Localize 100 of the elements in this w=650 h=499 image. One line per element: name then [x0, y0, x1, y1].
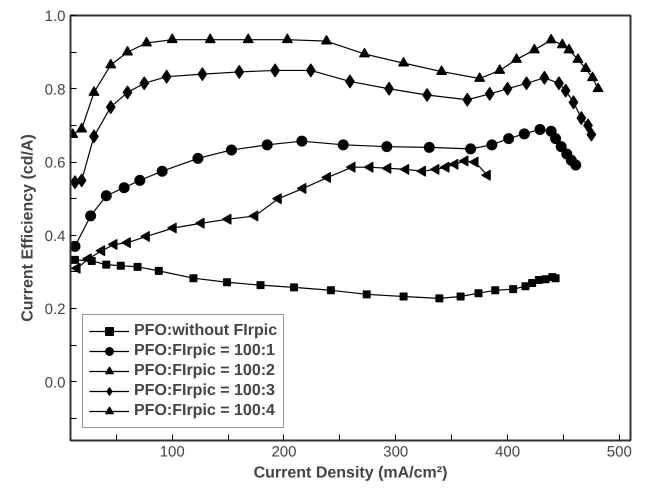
- point: [510, 53, 522, 63]
- legend-label: PFO:FIrpic = 100:2: [134, 362, 275, 380]
- point: [440, 162, 450, 173]
- legend-label: PFO:FIrpic = 100:1: [134, 342, 275, 360]
- point: [586, 72, 598, 82]
- point: [546, 34, 557, 44]
- point: [346, 162, 356, 173]
- point: [592, 82, 604, 92]
- point: [448, 158, 458, 170]
- point: [76, 173, 87, 188]
- point: [430, 164, 440, 175]
- y-tick-label: 0.0: [44, 374, 66, 392]
- point: [338, 139, 349, 150]
- point: [456, 292, 465, 301]
- point: [296, 136, 308, 147]
- point: [122, 46, 134, 56]
- x-tick-label: 100: [160, 444, 185, 460]
- point: [272, 193, 282, 204]
- point: [192, 152, 204, 164]
- point: [256, 281, 265, 290]
- point: [156, 166, 168, 177]
- point: [458, 155, 468, 166]
- point: [248, 210, 258, 222]
- point: [552, 274, 560, 282]
- point: [468, 156, 479, 168]
- point: [580, 62, 592, 72]
- point: [222, 278, 231, 286]
- point: [134, 174, 146, 186]
- point: [570, 159, 582, 170]
- point: [306, 63, 316, 78]
- legend-label: PFO:FIrpic = 100:3: [134, 382, 275, 400]
- point: [76, 122, 88, 132]
- point: [234, 64, 244, 79]
- point: [560, 84, 571, 98]
- point: [462, 92, 472, 107]
- point: [400, 292, 408, 301]
- point: [509, 285, 518, 294]
- point: [362, 290, 371, 298]
- point: [262, 139, 273, 150]
- point: [564, 44, 575, 54]
- point: [542, 275, 550, 284]
- point: [102, 260, 110, 269]
- point: [105, 58, 116, 68]
- point: [576, 111, 586, 126]
- point: [556, 141, 567, 152]
- point: [166, 33, 178, 44]
- point: [572, 53, 584, 63]
- point: [436, 65, 448, 75]
- point: [491, 286, 500, 294]
- point: [106, 100, 116, 114]
- point: [121, 237, 131, 248]
- point: [118, 182, 130, 194]
- point: [474, 72, 486, 82]
- y-tick-label: 1.0: [44, 8, 66, 25]
- point: [528, 278, 536, 287]
- y-tick-label: 0.4: [44, 228, 66, 245]
- point: [204, 33, 216, 44]
- point: [435, 294, 444, 302]
- point: [416, 166, 426, 177]
- point: [108, 238, 118, 250]
- point: [424, 142, 435, 153]
- point: [70, 256, 79, 264]
- point: [398, 56, 410, 67]
- point: [382, 162, 392, 174]
- point: [321, 172, 331, 183]
- point: [556, 38, 568, 48]
- point: [400, 164, 410, 175]
- point: [518, 128, 530, 140]
- point: [116, 262, 125, 270]
- point: [189, 274, 198, 282]
- x-tick-label: 200: [271, 444, 297, 460]
- point: [465, 143, 476, 154]
- point: [154, 266, 163, 275]
- point: [296, 182, 306, 194]
- point: [534, 124, 546, 135]
- point: [474, 289, 482, 298]
- legend-label: PFO:without FIrpic: [134, 322, 278, 340]
- point: [141, 36, 152, 46]
- point: [226, 144, 237, 156]
- point: [550, 133, 562, 144]
- point: [326, 286, 335, 294]
- point: [222, 214, 232, 225]
- point: [494, 64, 506, 74]
- point: [358, 48, 370, 58]
- x-tick-label: 400: [495, 444, 520, 460]
- point: [167, 222, 177, 234]
- point: [134, 262, 142, 271]
- point: [528, 44, 540, 54]
- point: [70, 240, 80, 252]
- point: [282, 33, 293, 44]
- point: [521, 282, 530, 290]
- point: [481, 170, 491, 181]
- point: [364, 162, 374, 173]
- point: [381, 141, 392, 152]
- point: [242, 33, 254, 44]
- point: [486, 139, 498, 150]
- point: [100, 190, 112, 202]
- legend-label: PFO:FIrpic = 100:4: [134, 402, 275, 420]
- point: [85, 210, 96, 222]
- x-tick-label: 500: [606, 444, 632, 460]
